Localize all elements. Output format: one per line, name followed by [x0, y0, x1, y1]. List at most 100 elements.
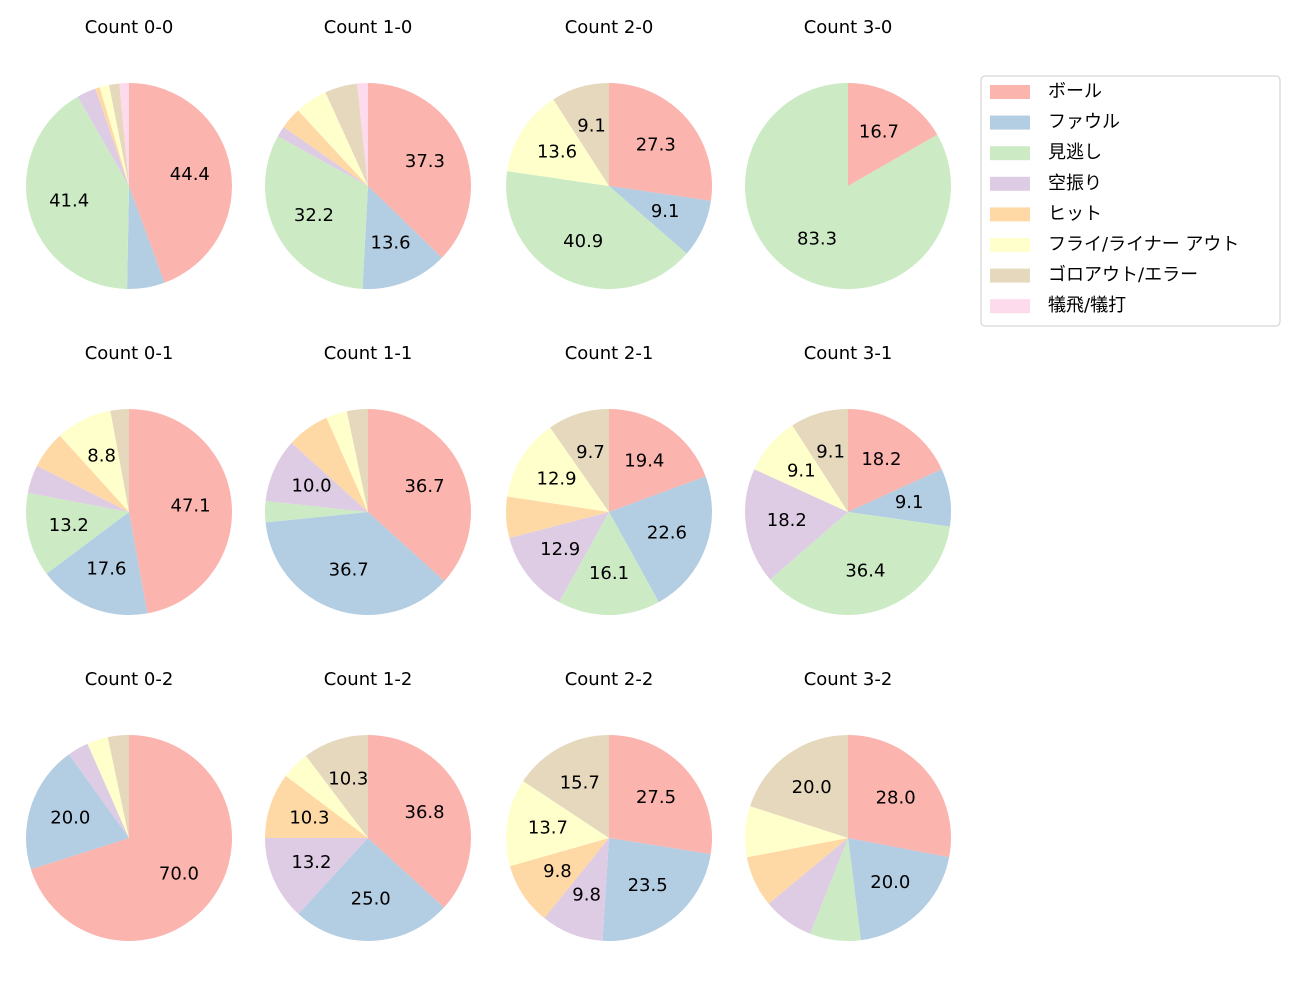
pie-slice [746, 838, 848, 904]
data-label: 9.1 [895, 492, 924, 513]
data-label: 20.0 [792, 777, 832, 798]
legend-swatch [990, 115, 1030, 130]
pie-slice [509, 838, 609, 919]
data-label: 16.7 [859, 122, 899, 143]
chart-title: Count 0-1 [85, 343, 174, 364]
pie-slice [506, 171, 687, 289]
pie-slice [754, 425, 848, 512]
legend-label: ファウル [1048, 112, 1120, 133]
pie-slice [357, 83, 368, 186]
pie-slice [119, 83, 129, 186]
data-label: 13.7 [528, 818, 568, 839]
legend-swatch [990, 299, 1030, 314]
pie-slice [745, 83, 951, 289]
pie-slice [602, 838, 711, 941]
data-label: 25.0 [351, 889, 391, 910]
legend-box [980, 75, 1281, 327]
data-label: 44.4 [170, 164, 210, 185]
data-label: 20.0 [50, 808, 90, 829]
pie-slice [848, 838, 950, 941]
data-label: 36.7 [404, 476, 444, 497]
pie-slice [27, 465, 129, 512]
pie-slice [68, 743, 129, 838]
legend-swatch [990, 176, 1030, 191]
data-label: 40.9 [563, 231, 603, 252]
pie-slice [506, 781, 609, 867]
pie-slice [609, 735, 712, 855]
data-label: 13.6 [371, 233, 411, 254]
pie-slice [285, 755, 368, 838]
data-label: 13.6 [537, 142, 577, 163]
legend-swatch [990, 268, 1030, 283]
legend-swatch [990, 238, 1030, 252]
data-label: 47.1 [171, 495, 211, 516]
pie-slice [550, 409, 609, 512]
data-label: 27.5 [636, 787, 676, 808]
pie-slice [745, 469, 848, 580]
pie-slice [362, 186, 442, 289]
data-label: 16.1 [589, 563, 629, 584]
legend-label: 犠飛/犠打 [1048, 295, 1126, 316]
pie-slice [265, 512, 445, 616]
pie-slice [109, 83, 129, 186]
data-label: 9.8 [572, 885, 601, 906]
pie-slice [848, 469, 951, 527]
pie-slice [325, 83, 368, 186]
pie-slice [792, 409, 848, 512]
pie-slice [30, 735, 233, 942]
chart-title: Count 3-0 [804, 17, 893, 38]
pie-slice [523, 735, 609, 838]
pie-slice [609, 476, 713, 603]
legend-swatch [990, 146, 1030, 161]
legend-label: 空振り [1048, 173, 1102, 194]
pie-slice [129, 409, 233, 614]
chart-title: Count 1-2 [324, 669, 413, 690]
pie-slice [609, 186, 711, 254]
chart-title: Count 2-0 [565, 17, 654, 38]
pie-slice [553, 83, 609, 186]
legend-label: ヒット [1048, 203, 1102, 224]
data-label: 20.0 [870, 872, 910, 893]
pie-slice [99, 84, 129, 186]
pie-slice [368, 409, 472, 582]
chart-title: Count 2-2 [565, 669, 654, 690]
pie-slice [26, 492, 130, 574]
pie-slice [770, 512, 950, 615]
data-label: 12.9 [540, 539, 580, 560]
data-label: 15.7 [560, 773, 600, 794]
pie-slice [810, 838, 861, 942]
pie-slice [283, 110, 368, 186]
data-label: 9.8 [543, 861, 572, 882]
data-label: 10.0 [292, 476, 332, 497]
pie-slice [59, 410, 129, 512]
pie-slice [507, 427, 609, 512]
pie-slice [768, 838, 848, 934]
pie-slice [326, 411, 368, 512]
legend-swatch [990, 85, 1030, 99]
legend-label: ボール [1048, 81, 1102, 102]
data-label: 10.3 [289, 807, 329, 828]
pie-slice [298, 92, 368, 186]
pie-slice [368, 735, 472, 908]
data-label: 13.2 [49, 515, 89, 536]
pie-slice [277, 126, 368, 186]
pie-slice [368, 83, 472, 258]
data-label: 9.7 [576, 442, 605, 463]
pie-slice [744, 806, 848, 858]
pie-slice [77, 88, 129, 186]
pie-slice [95, 87, 129, 186]
pie-slice [750, 735, 848, 838]
data-label: 17.6 [86, 559, 126, 580]
chart-title: Count 1-0 [324, 17, 413, 38]
chart-title: Count 0-0 [85, 17, 174, 38]
pie-slice [506, 496, 609, 539]
pie-slice [507, 99, 609, 186]
data-label: 36.4 [845, 560, 885, 581]
pie-slice [559, 512, 659, 616]
pie-slice [110, 409, 129, 512]
pie-slice [265, 775, 368, 838]
pie-slice [291, 417, 368, 512]
pie-slice [129, 83, 232, 283]
data-label: 27.3 [636, 135, 676, 156]
pie-slice [848, 409, 942, 512]
